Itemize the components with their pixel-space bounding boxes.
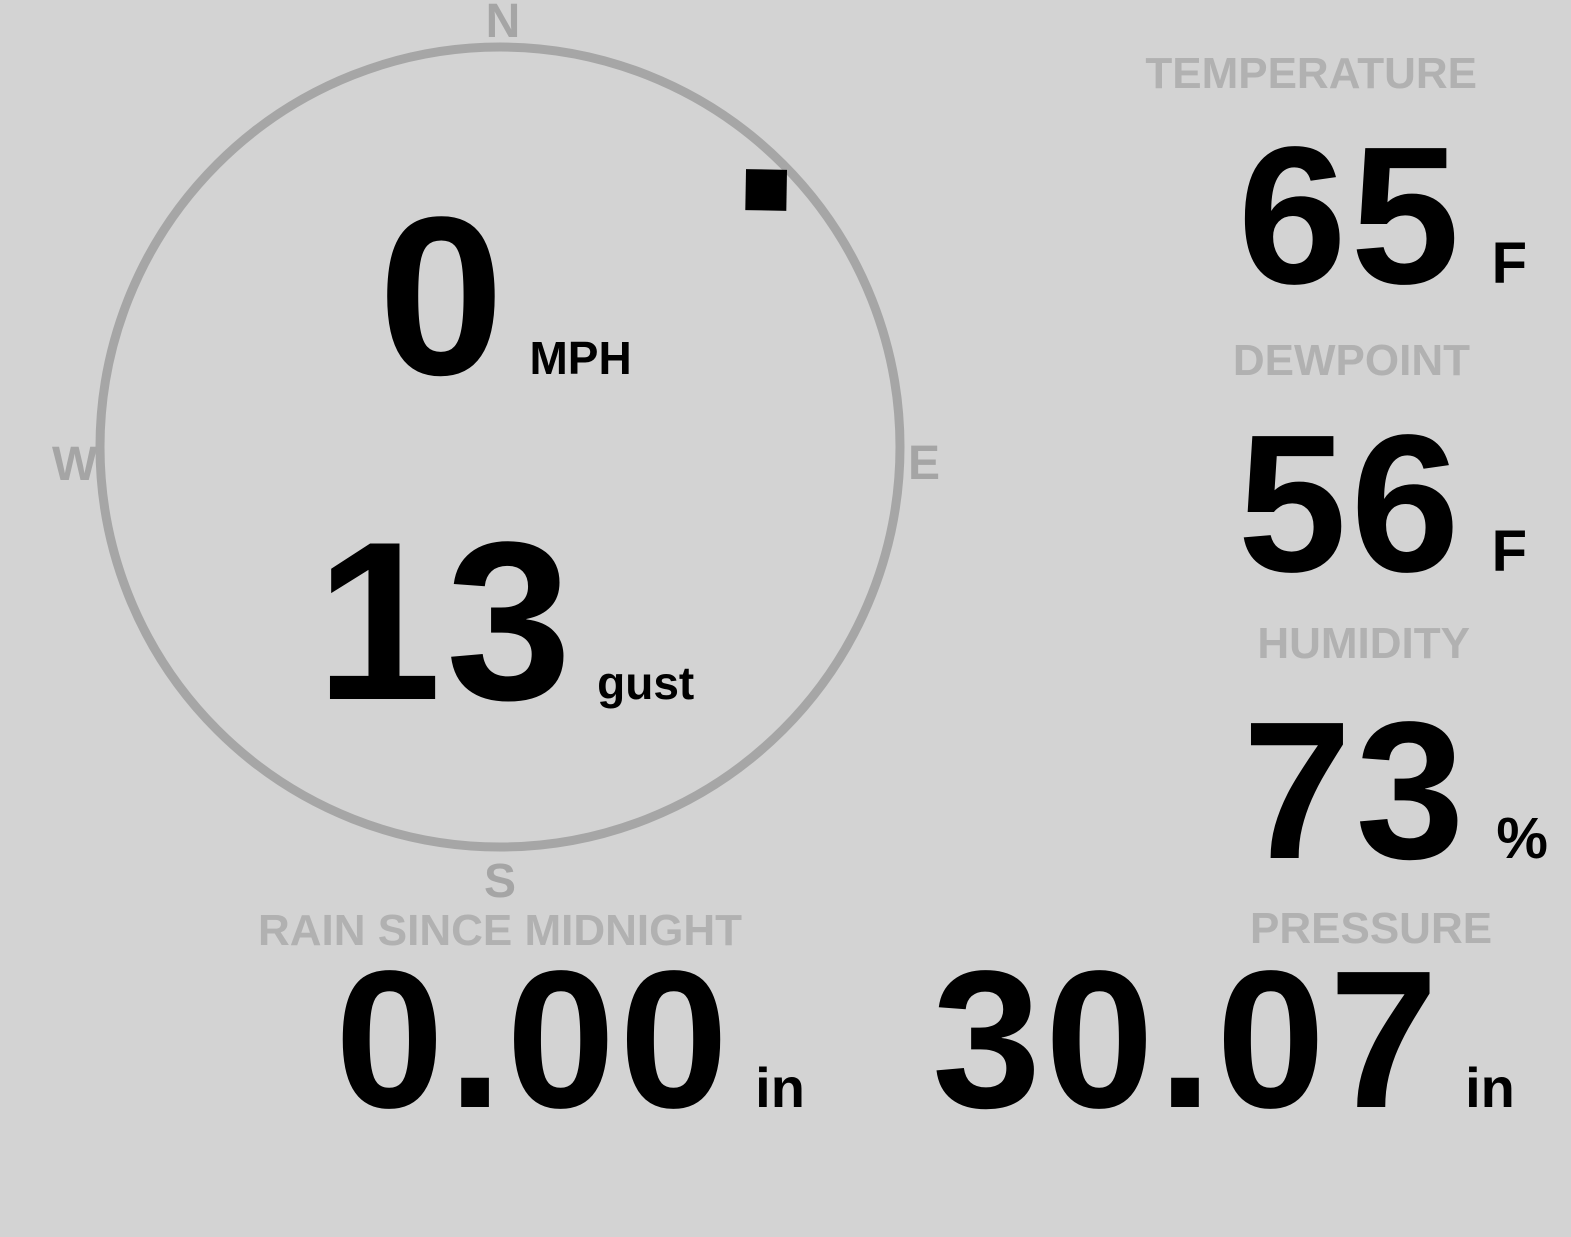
rain-unit: in — [755, 1056, 805, 1119]
dewpoint-unit: F — [1491, 519, 1527, 584]
pressure-value: 30.07 — [932, 930, 1443, 1149]
temperature-unit: F — [1491, 231, 1527, 296]
humidity-label: HUMIDITY — [1257, 619, 1470, 668]
dewpoint-reading: DEWPOINT 56 F — [1233, 339, 1527, 602]
rain-value: 0.00 — [335, 930, 733, 1149]
cardinal-north-label: N — [485, 0, 521, 48]
pressure-reading: 30.07 in — [932, 942, 1515, 1138]
humidity-reading: HUMIDITY 73 % — [1243, 622, 1548, 889]
humidity-value: 73 — [1242, 681, 1469, 900]
dewpoint-value: 56 — [1237, 394, 1464, 613]
wind-direction-marker — [745, 169, 788, 211]
temperature-reading: TEMPERATURE 65 F — [1145, 52, 1527, 314]
pressure-unit: in — [1465, 1056, 1515, 1119]
rain-label: RAIN SINCE MIDNIGHT — [258, 906, 742, 955]
compass-ring — [95, 42, 905, 852]
wind-gust-row: 13 gust — [95, 508, 915, 734]
cardinal-south-label: S — [483, 855, 517, 908]
wind-gust-unit: gust — [597, 657, 695, 709]
humidity-unit: % — [1496, 806, 1548, 871]
cardinal-west-label: W — [52, 438, 98, 491]
pressure-label: PRESSURE — [1250, 904, 1493, 953]
temperature-label: TEMPERATURE — [1145, 49, 1477, 98]
wind-speed-unit: MPH — [529, 332, 632, 384]
dewpoint-label: DEWPOINT — [1232, 336, 1470, 385]
wind-speed-row: 0 MPH — [95, 183, 915, 409]
temperature-value: 65 — [1237, 106, 1464, 325]
wind-gust-value: 13 — [315, 494, 577, 747]
cardinal-east-label: E — [908, 437, 941, 490]
rain-reading: 0.00 in — [335, 942, 805, 1138]
wind-speed-value: 0 — [378, 169, 509, 422]
